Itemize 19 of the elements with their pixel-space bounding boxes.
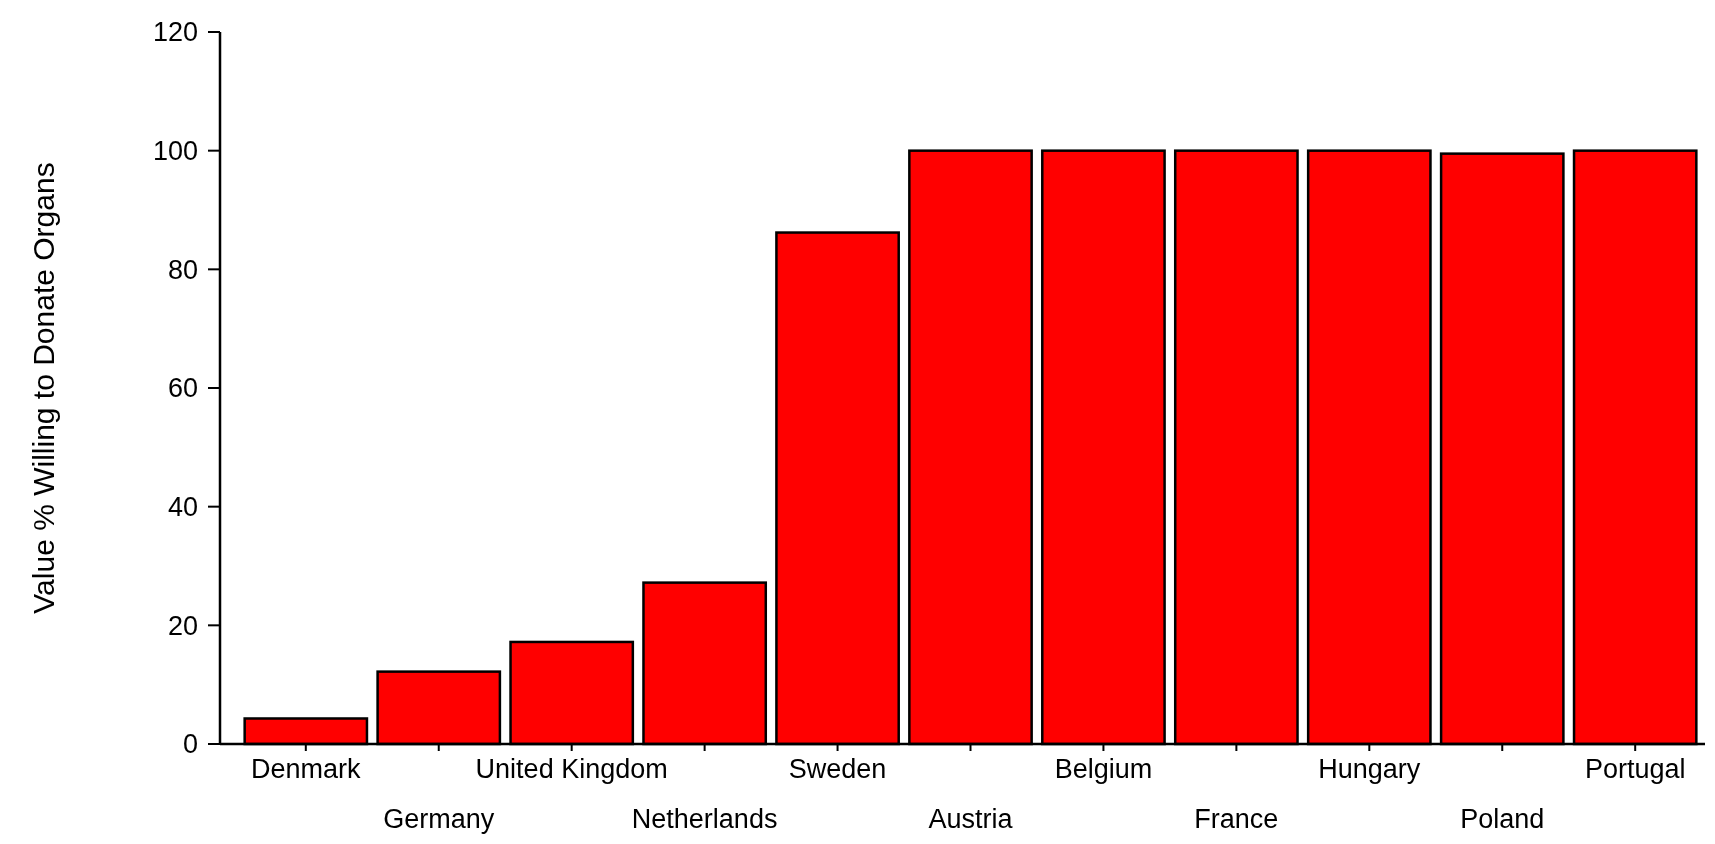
y-tick-label: 80	[167, 254, 198, 285]
x-tick-label: Belgium	[1054, 754, 1153, 784]
x-tick-label: Netherlands	[631, 804, 778, 834]
x-tick-label: Poland	[1460, 804, 1545, 834]
x-tick-label: Portugal	[1584, 754, 1686, 784]
y-tick-label: 100	[152, 136, 198, 167]
x-tick-label: France	[1194, 804, 1279, 834]
x-tick-label: Germany	[383, 804, 495, 834]
x-tick-label: Sweden	[788, 754, 887, 784]
y-tick-label: 120	[152, 17, 198, 48]
y-tick-label: 0	[182, 729, 198, 760]
y-tick-label: 60	[167, 373, 198, 404]
x-tick-label: United Kingdom	[475, 754, 668, 784]
x-tick-label: Hungary	[1318, 754, 1421, 784]
y-axis-title: Value % Willing to Donate Organs	[27, 162, 60, 614]
x-tick-label: Denmark	[251, 754, 362, 784]
y-tick-label: 40	[167, 492, 198, 523]
y-tick-label: 20	[167, 610, 198, 641]
x-tick-label: Austria	[928, 804, 1014, 834]
